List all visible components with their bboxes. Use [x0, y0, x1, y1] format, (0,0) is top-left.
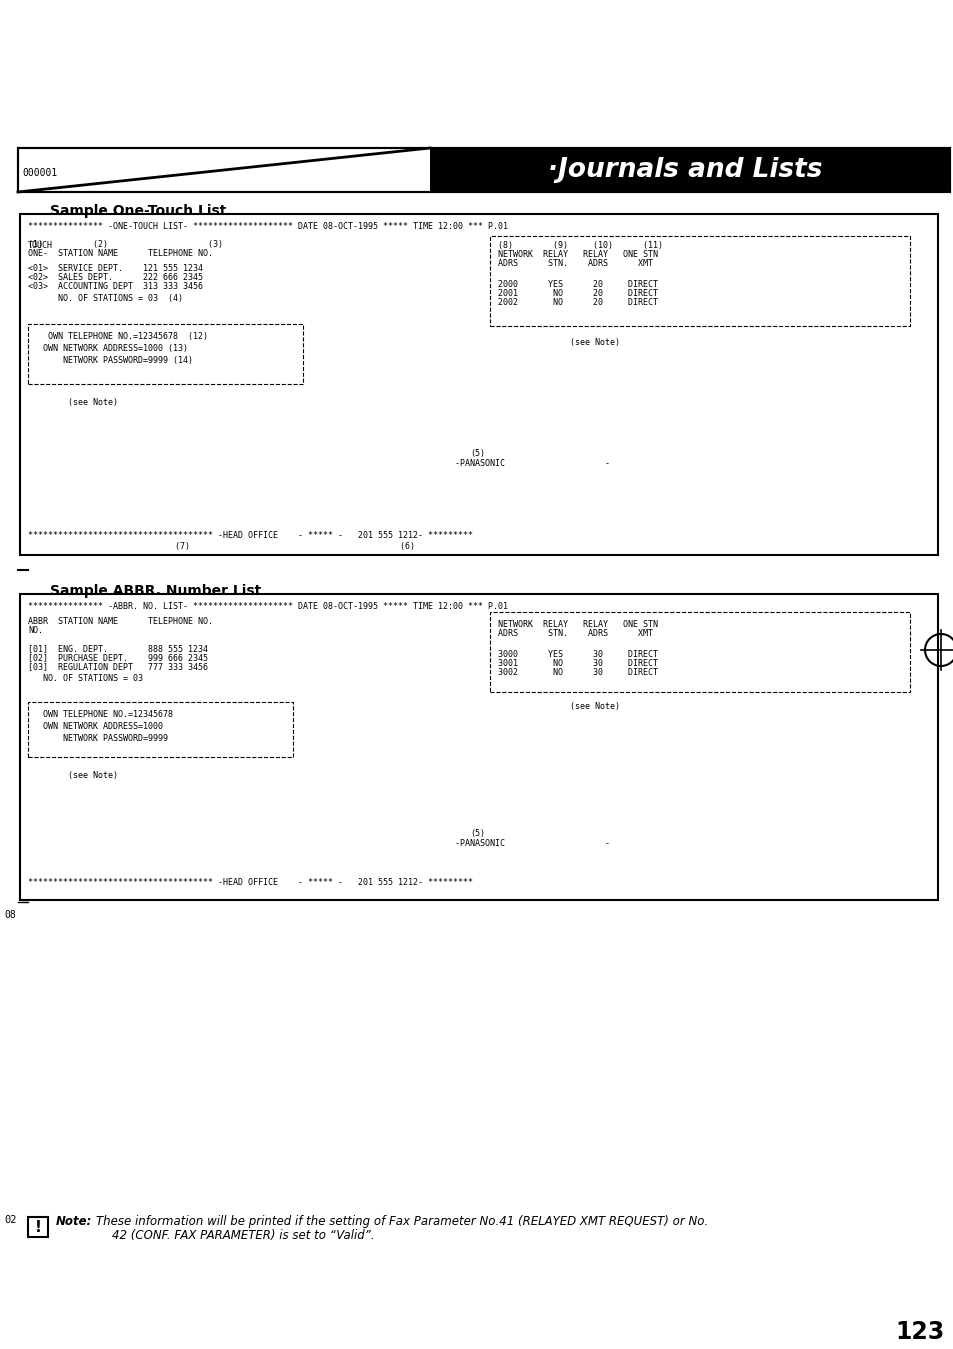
FancyBboxPatch shape: [28, 1217, 48, 1237]
Text: *************** -ABBR. NO. LIST- ******************** DATE 08-OCT-1995 ***** TIM: *************** -ABBR. NO. LIST- *******…: [28, 602, 507, 611]
FancyBboxPatch shape: [490, 236, 909, 326]
Text: [01]  ENG. DEPT.        888 555 1234: [01] ENG. DEPT. 888 555 1234: [28, 643, 208, 653]
FancyBboxPatch shape: [20, 214, 937, 554]
Text: <03>  ACCOUNTING DEPT  313 333 3456: <03> ACCOUNTING DEPT 313 333 3456: [28, 282, 203, 291]
Text: 000001: 000001: [22, 169, 57, 178]
FancyBboxPatch shape: [28, 324, 303, 384]
Text: OWN TELEPHONE NO.=12345678: OWN TELEPHONE NO.=12345678: [33, 710, 172, 719]
Text: NETWORK  RELAY   RELAY   ONE STN: NETWORK RELAY RELAY ONE STN: [497, 250, 658, 259]
Text: (see Note): (see Note): [68, 398, 118, 407]
Text: (see Note): (see Note): [68, 772, 118, 780]
Text: -PANASONIC                    -: -PANASONIC -: [455, 839, 609, 849]
FancyBboxPatch shape: [490, 612, 909, 692]
Text: OWN NETWORK ADDRESS=1000: OWN NETWORK ADDRESS=1000: [33, 722, 163, 731]
Text: (1)          (2)                    (3): (1) (2) (3): [28, 240, 223, 250]
Text: ************************************* -HEAD OFFICE    - ***** -   201 555 1212- : ************************************* -H…: [28, 878, 473, 888]
Text: [03]  REGULATION DEPT   777 333 3456: [03] REGULATION DEPT 777 333 3456: [28, 662, 208, 670]
Text: (5): (5): [470, 449, 484, 459]
Text: 08: 08: [4, 911, 16, 920]
Text: 3002       NO      30     DIRECT: 3002 NO 30 DIRECT: [497, 668, 658, 677]
Text: 3001       NO      30     DIRECT: 3001 NO 30 DIRECT: [497, 660, 658, 668]
Text: OWN TELEPHONE NO.=12345678  (12): OWN TELEPHONE NO.=12345678 (12): [38, 332, 208, 341]
Text: <02>  SALES DEPT.      222 666 2345: <02> SALES DEPT. 222 666 2345: [28, 272, 203, 282]
FancyBboxPatch shape: [20, 594, 937, 900]
Text: 2000      YES      20     DIRECT: 2000 YES 20 DIRECT: [497, 281, 658, 289]
Text: (8)        (9)     (10)      (11): (8) (9) (10) (11): [497, 241, 662, 250]
Text: (5): (5): [470, 830, 484, 838]
Text: NO. OF STATIONS = 03: NO. OF STATIONS = 03: [43, 674, 143, 683]
Text: 3000      YES      30     DIRECT: 3000 YES 30 DIRECT: [497, 650, 658, 660]
Text: ·Journals and Lists: ·Journals and Lists: [547, 156, 821, 183]
Text: OWN NETWORK ADDRESS=1000 (13): OWN NETWORK ADDRESS=1000 (13): [33, 344, 188, 353]
Text: *************** -ONE-TOUCH LIST- ******************** DATE 08-OCT-1995 ***** TIM: *************** -ONE-TOUCH LIST- *******…: [28, 223, 507, 231]
Text: ABBR  STATION NAME      TELEPHONE NO.: ABBR STATION NAME TELEPHONE NO.: [28, 616, 213, 626]
Text: These information will be printed if the setting of Fax Parameter No.41 (RELAYED: These information will be printed if the…: [96, 1215, 707, 1228]
Text: TOUCH: TOUCH: [28, 241, 53, 250]
Text: [02]  PURCHASE DEPT.    999 666 2345: [02] PURCHASE DEPT. 999 666 2345: [28, 653, 208, 662]
FancyBboxPatch shape: [28, 701, 293, 757]
Text: Note:: Note:: [56, 1215, 92, 1228]
Text: NO.: NO.: [28, 626, 43, 635]
Text: ************************************* -HEAD OFFICE    - ***** -   201 555 1212- : ************************************* -H…: [28, 532, 473, 540]
Text: Sample ABBR. Number List: Sample ABBR. Number List: [50, 584, 261, 598]
Text: 2001       NO      20     DIRECT: 2001 NO 20 DIRECT: [497, 289, 658, 298]
Text: Sample One-Touch List: Sample One-Touch List: [50, 204, 226, 219]
Text: NO. OF STATIONS = 03  (4): NO. OF STATIONS = 03 (4): [58, 294, 183, 304]
Text: ONE-  STATION NAME      TELEPHONE NO.: ONE- STATION NAME TELEPHONE NO.: [28, 250, 213, 258]
Text: ADRS      STN.    ADRS      XMT: ADRS STN. ADRS XMT: [497, 629, 652, 638]
Text: NETWORK PASSWORD=9999: NETWORK PASSWORD=9999: [38, 734, 168, 743]
Text: ADRS      STN.    ADRS      XMT: ADRS STN. ADRS XMT: [497, 259, 652, 268]
Text: 02: 02: [4, 1215, 16, 1225]
Text: 42 (CONF. FAX PARAMETER) is set to “Valid”.: 42 (CONF. FAX PARAMETER) is set to “Vali…: [112, 1229, 375, 1242]
Text: !: !: [34, 1219, 41, 1234]
Text: -PANASONIC                    -: -PANASONIC -: [455, 459, 609, 468]
FancyBboxPatch shape: [18, 148, 949, 192]
Text: 2002       NO      20     DIRECT: 2002 NO 20 DIRECT: [497, 298, 658, 308]
Text: NETWORK PASSWORD=9999 (14): NETWORK PASSWORD=9999 (14): [38, 356, 193, 366]
Text: (see Note): (see Note): [569, 339, 619, 347]
Text: <01>  SERVICE DEPT.    121 555 1234: <01> SERVICE DEPT. 121 555 1234: [28, 264, 203, 272]
Text: NETWORK  RELAY   RELAY   ONE STN: NETWORK RELAY RELAY ONE STN: [497, 621, 658, 629]
Text: (7)                                          (6): (7) (6): [174, 542, 415, 550]
Text: 123: 123: [894, 1321, 943, 1344]
Text: (see Note): (see Note): [569, 701, 619, 711]
FancyBboxPatch shape: [430, 148, 949, 192]
